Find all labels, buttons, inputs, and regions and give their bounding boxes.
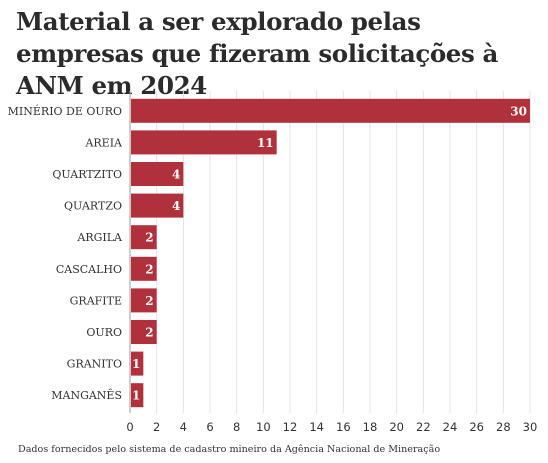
category-label: AREIA — [84, 136, 123, 149]
data-label: 4 — [172, 199, 180, 213]
category-label: MINÉRIO DE OURO — [8, 104, 122, 118]
category-label: ARGILA — [76, 231, 123, 244]
category-label: GRANITO — [67, 358, 122, 371]
data-label: 2 — [145, 294, 153, 308]
data-label: 30 — [510, 104, 527, 118]
x-tick-label: 14 — [309, 420, 324, 434]
bar — [131, 193, 184, 218]
bar — [131, 383, 144, 408]
bar — [131, 351, 144, 376]
x-tick-label: 20 — [389, 420, 404, 434]
x-tick-label: 30 — [523, 420, 538, 434]
data-label: 1 — [132, 389, 140, 403]
data-label: 2 — [145, 262, 153, 276]
chart-title: Material a ser explorado pelas empresas … — [16, 7, 498, 100]
bar — [131, 162, 184, 186]
data-label: 4 — [172, 168, 180, 182]
bar — [131, 130, 277, 155]
bar — [131, 98, 530, 123]
x-tick-label: 2 — [153, 420, 160, 434]
x-tick-label: 26 — [469, 420, 484, 434]
x-tick-label: 4 — [180, 420, 187, 434]
category-label: OURO — [86, 326, 122, 339]
data-label: 2 — [145, 326, 153, 340]
category-label: QUARTZITO — [52, 168, 122, 181]
x-tick-labels: 0 2 4 6 8 10 12 14 16 18 20 22 24 26 28 30 — [126, 420, 537, 434]
x-tick-label: 6 — [206, 420, 213, 434]
category-labels: MINÉRIO DE OURO AREIA QUARTZITO QUARTZO ARGI… — [8, 104, 123, 402]
x-tick-label: 18 — [363, 420, 378, 434]
footnote: Dados fornecidos pelo sistema de cadastr… — [18, 444, 441, 455]
data-label: 11 — [257, 136, 274, 150]
category-label: MANGANÊS — [51, 388, 122, 402]
x-tick-label: 10 — [256, 420, 271, 434]
x-tick-label: 8 — [233, 420, 240, 434]
x-tick-label: 16 — [336, 420, 351, 434]
bar — [131, 320, 157, 344]
data-label: 1 — [132, 357, 140, 371]
bar — [131, 288, 157, 313]
category-label: GRAFITE — [70, 294, 122, 307]
x-tick-label: 24 — [443, 420, 458, 434]
x-tick-label: 0 — [126, 420, 133, 434]
data-label: 2 — [145, 231, 153, 245]
x-tick-label: 28 — [496, 420, 511, 434]
x-tick-label: 12 — [283, 420, 298, 434]
x-tick-label: 22 — [416, 420, 431, 434]
bar — [131, 225, 157, 250]
category-label: CASCALHO — [56, 263, 122, 276]
category-label: QUARTZO — [64, 200, 122, 213]
bar — [131, 256, 157, 281]
